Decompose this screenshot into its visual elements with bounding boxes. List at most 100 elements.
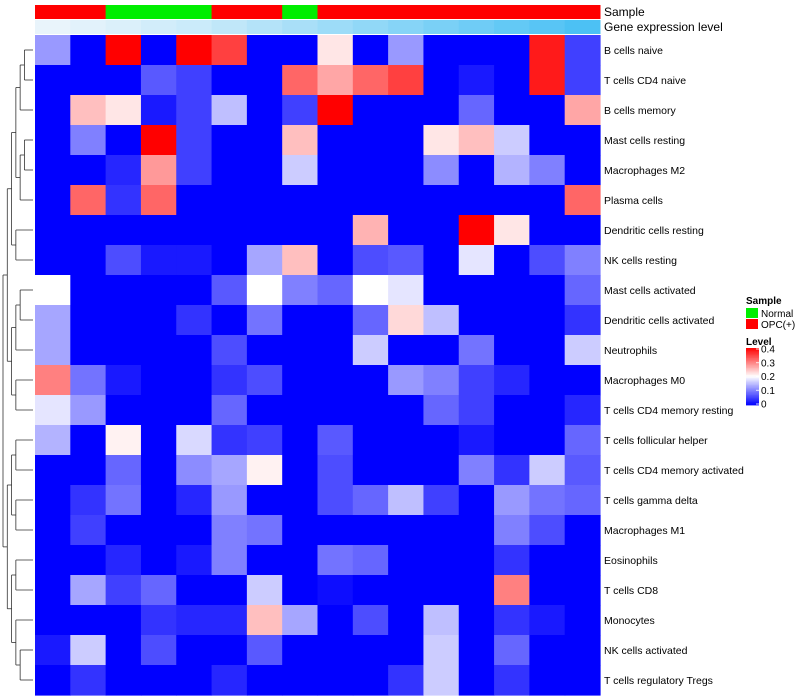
row-label-macrophages-m2: Macrophages M2 [604, 165, 685, 177]
heatmap-cell [211, 155, 248, 186]
heatmap-cell [352, 95, 389, 126]
row-label-t-cells-cd4-naive: T cells CD4 naive [604, 75, 686, 87]
sample-annotation-cell [35, 5, 71, 19]
heatmap-cell [282, 155, 319, 186]
legend-gradient-strip [746, 382, 759, 385]
expression-annotation-cell [494, 20, 530, 34]
heatmap-cell [70, 425, 107, 456]
legend-gradient-strip [746, 402, 759, 404]
heatmap-cell [388, 395, 425, 426]
heatmap-cell [35, 515, 71, 546]
sample-annotation-cell [70, 5, 107, 19]
heatmap-cell [70, 215, 107, 246]
heatmap-cell [423, 95, 460, 126]
heatmap-cell [423, 125, 460, 156]
heatmap-cell [458, 305, 495, 336]
heatmap-cell [494, 215, 530, 246]
heatmap-cell [317, 605, 354, 636]
heatmap-cell [564, 95, 601, 126]
row-label-mast-cells-resting: Mast cells resting [604, 135, 685, 147]
heatmap-cell [458, 545, 495, 576]
heatmap-cell [529, 275, 566, 306]
sample-annotation-cell [388, 5, 424, 19]
legend-gradient-strip [746, 349, 759, 352]
heatmap-cell [246, 515, 283, 546]
row-label-macrophages-m0: Macrophages M0 [604, 375, 685, 387]
heatmap-cell [35, 365, 71, 396]
heatmap-cell [105, 185, 142, 216]
legend-gradient-strip [746, 363, 759, 366]
heatmap-cell [282, 365, 319, 396]
heatmap-cell [282, 185, 319, 216]
heatmap-cell [70, 605, 107, 636]
heatmap-cell [105, 455, 142, 486]
heatmap-cell [282, 35, 319, 66]
heatmap-cell [564, 425, 601, 456]
heatmap-cell [494, 305, 530, 336]
heatmap-cell [458, 575, 495, 606]
heatmap-cell [564, 545, 601, 576]
heatmap-cell [423, 605, 460, 636]
heatmap-cell [529, 455, 566, 486]
heatmap-cell [140, 545, 177, 576]
row-label-monocytes: Monocytes [604, 615, 655, 627]
heatmap-cell [176, 425, 213, 456]
heatmap-cell [458, 485, 495, 516]
heatmap-cell [140, 665, 177, 696]
heatmap-cell [529, 515, 566, 546]
legend-sample-title: Sample [746, 296, 782, 307]
heatmap-cell [494, 485, 530, 516]
heatmap-cell [564, 155, 601, 186]
heatmap-cell [317, 635, 354, 666]
heatmap-cell [564, 215, 601, 246]
heatmap-cell [176, 365, 213, 396]
heatmap-cell [35, 665, 71, 696]
heatmap-cell [494, 575, 530, 606]
heatmap-cell [423, 455, 460, 486]
heatmap-cell [35, 35, 71, 66]
heatmap-cell [388, 215, 425, 246]
heatmap-cell [529, 425, 566, 456]
heatmap-cell [423, 275, 460, 306]
heatmap-cell [211, 545, 248, 576]
legend-gradient-strip [746, 403, 759, 406]
heatmap-cell [70, 485, 107, 516]
heatmap-cell [564, 35, 601, 66]
heatmap-cell [458, 365, 495, 396]
sample-annotation-cell [564, 5, 601, 19]
heatmap-cell [352, 455, 389, 486]
heatmap-cell [246, 635, 283, 666]
heatmap-cell [317, 545, 354, 576]
heatmap-cell [529, 635, 566, 666]
heatmap-cell [176, 95, 213, 126]
heatmap-cell [70, 665, 107, 696]
heatmap-cell [388, 455, 425, 486]
heatmap-cell [70, 95, 107, 126]
legend-swatch-normal [746, 308, 758, 318]
heatmap-cell [105, 635, 142, 666]
heatmap-cell [529, 575, 566, 606]
heatmap-cell [35, 155, 71, 186]
sample-annotation-cell [105, 5, 142, 19]
heatmap-cell [140, 185, 177, 216]
heatmap-cell [282, 305, 319, 336]
heatmap-cell [423, 365, 460, 396]
heatmap-cell [211, 455, 248, 486]
heatmap-cell [105, 275, 142, 306]
heatmap-cell [423, 395, 460, 426]
legend-gradient-strip [746, 350, 759, 353]
heatmap-cell [176, 305, 213, 336]
heatmap-cell [388, 425, 425, 456]
heatmap-cell [494, 635, 530, 666]
heatmap-cell [529, 365, 566, 396]
sample-annotation-cell [176, 5, 213, 19]
heatmap-cell [423, 635, 460, 666]
heatmap-cell [105, 395, 142, 426]
heatmap-cell [176, 515, 213, 546]
heatmap-cell [423, 425, 460, 456]
heatmap-cell [564, 125, 601, 156]
heatmap-cell [529, 155, 566, 186]
heatmap-cell [494, 65, 530, 96]
heatmap-cell [317, 335, 354, 366]
